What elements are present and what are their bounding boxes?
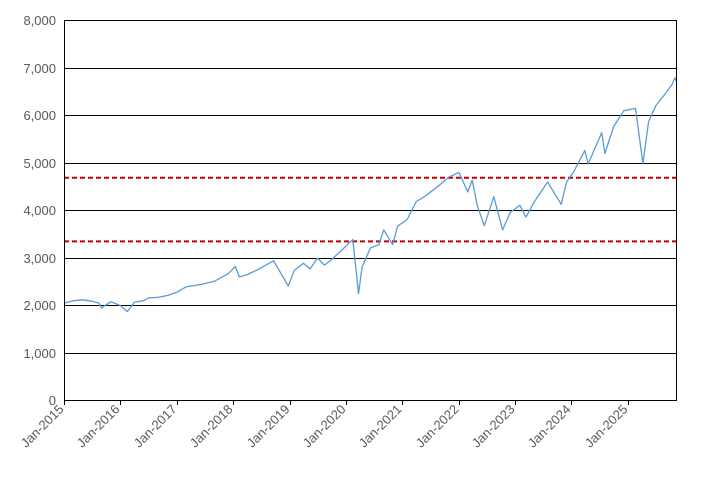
x-tick-label: Jan-2021 xyxy=(356,402,405,451)
x-tick-label: Jan-2020 xyxy=(300,402,349,451)
x-tick-label: Jan-2018 xyxy=(187,402,236,451)
x-tick-label: Jan-2017 xyxy=(131,402,180,451)
y-tick-label: 1,000 xyxy=(23,346,56,361)
axes xyxy=(64,20,677,405)
series-layer xyxy=(63,77,677,313)
reference-lines xyxy=(64,176,677,243)
y-tick-label: 8,000 xyxy=(23,13,56,28)
x-tick-label: Jan-2024 xyxy=(525,402,574,451)
y-tick-labels: 0 1,000 2,000 3,000 4,000 5,000 6,000 7,000 8,00… xyxy=(23,13,56,408)
x-tick-label: Jan-2025 xyxy=(582,402,631,451)
y-tick-label: 3,000 xyxy=(23,251,56,266)
y-tick-label: 0 xyxy=(49,393,56,408)
y-tick-label: 7,000 xyxy=(23,61,56,76)
y-tick-label: 6,000 xyxy=(23,108,56,123)
y-tick-label: 4,000 xyxy=(23,203,56,218)
y-tick-label: 2,000 xyxy=(23,298,56,313)
x-tick-labels: Jan-2015 Jan-2016 Jan-2017 Jan-2018 Jan-2019… xyxy=(18,402,631,451)
y-tick-label: 5,000 xyxy=(23,156,56,171)
series-line xyxy=(63,77,677,313)
x-tick-label: Jan-2022 xyxy=(413,402,462,451)
x-tick-label: Jan-2019 xyxy=(244,402,293,451)
x-tick-label: Jan-2016 xyxy=(74,402,123,451)
x-tick-label: Jan-2015 xyxy=(18,402,67,451)
gridlines xyxy=(64,20,677,354)
x-tick-label: Jan-2023 xyxy=(469,402,518,451)
